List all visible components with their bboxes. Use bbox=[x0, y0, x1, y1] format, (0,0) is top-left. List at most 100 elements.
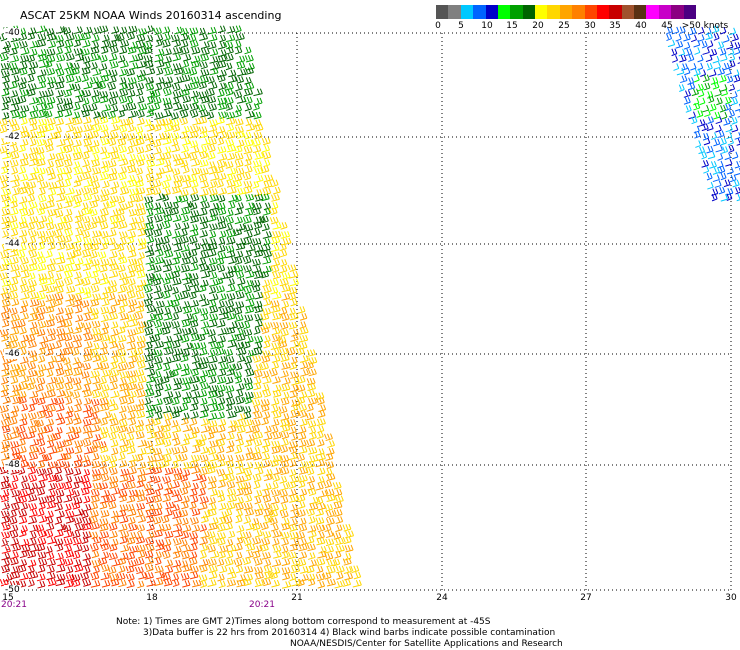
wind-barb bbox=[271, 230, 282, 239]
wind-barb bbox=[162, 544, 172, 553]
wind-barb bbox=[153, 285, 162, 294]
wind-barb bbox=[261, 223, 270, 232]
wind-barb bbox=[35, 370, 45, 378]
wind-barb bbox=[217, 55, 227, 63]
wind-barb bbox=[82, 559, 92, 567]
wind-barb bbox=[181, 377, 192, 385]
wind-barb bbox=[38, 118, 48, 127]
wind-barb bbox=[153, 502, 163, 511]
wind-barb bbox=[217, 245, 226, 253]
wind-barb bbox=[38, 236, 47, 244]
wind-barb bbox=[172, 579, 180, 588]
wind-barb bbox=[172, 425, 182, 434]
wind-barb bbox=[305, 508, 315, 517]
wind-barb bbox=[218, 580, 226, 589]
wind-barb bbox=[135, 88, 144, 97]
wind-barb bbox=[233, 91, 243, 99]
wind-barb bbox=[253, 103, 260, 111]
wind-barb bbox=[200, 201, 210, 210]
wind-barb bbox=[136, 216, 145, 224]
wind-barb bbox=[90, 572, 100, 581]
wind-barb bbox=[136, 480, 144, 489]
wind-barb bbox=[154, 179, 162, 188]
wind-barb bbox=[207, 579, 217, 587]
wind-barb bbox=[290, 510, 300, 519]
wind-barb bbox=[162, 109, 172, 118]
wind-barb bbox=[218, 237, 226, 246]
wind-barb bbox=[270, 244, 280, 253]
wind-barb bbox=[36, 25, 47, 34]
wind-barb bbox=[155, 172, 163, 181]
wind-barb bbox=[731, 124, 739, 133]
wind-barb bbox=[117, 349, 127, 358]
wind-barb bbox=[208, 188, 218, 196]
wind-barb bbox=[155, 524, 165, 532]
wind-barb bbox=[271, 305, 281, 313]
wind-barb bbox=[718, 186, 726, 195]
wind-barb bbox=[190, 333, 200, 342]
wind-barb bbox=[217, 369, 227, 377]
wind-barb bbox=[45, 222, 55, 231]
wind-barb bbox=[93, 383, 102, 392]
latitude-label: -46 bbox=[4, 349, 21, 359]
wind-barb bbox=[171, 138, 179, 147]
wind-barb bbox=[161, 277, 171, 286]
wind-barb bbox=[308, 559, 317, 568]
wind-barb bbox=[11, 75, 20, 83]
wind-barb bbox=[11, 474, 19, 483]
wind-barb bbox=[146, 305, 156, 314]
wind-barb bbox=[723, 118, 731, 126]
wind-barb bbox=[731, 97, 739, 106]
wind-barb bbox=[225, 34, 236, 43]
wind-barb bbox=[306, 361, 314, 370]
wind-barb bbox=[100, 194, 110, 202]
wind-barb bbox=[290, 298, 298, 307]
wind-barb bbox=[1, 221, 11, 230]
wind-barb bbox=[234, 502, 244, 511]
wind-barb bbox=[235, 33, 245, 41]
wind-barb bbox=[125, 285, 134, 293]
wind-barb bbox=[64, 40, 74, 49]
wind-barb bbox=[0, 118, 8, 127]
wind-barb bbox=[260, 362, 269, 371]
wind-barb bbox=[55, 68, 65, 77]
wind-barb bbox=[199, 168, 209, 176]
wind-barb bbox=[110, 221, 119, 230]
wind-barb bbox=[162, 137, 172, 146]
wind-barb bbox=[36, 292, 46, 301]
wind-barb bbox=[208, 565, 218, 573]
wind-barb bbox=[200, 47, 210, 56]
wind-barb bbox=[154, 565, 164, 574]
wind-barb bbox=[217, 446, 225, 454]
wind-barb bbox=[39, 336, 49, 344]
wind-barb bbox=[74, 228, 83, 237]
wind-barb bbox=[271, 474, 280, 482]
wind-barb bbox=[172, 214, 182, 223]
wind-barb bbox=[720, 53, 728, 62]
wind-barb bbox=[135, 158, 145, 167]
wind-barb bbox=[44, 144, 54, 153]
wind-barb bbox=[271, 355, 281, 363]
wind-barb bbox=[251, 258, 261, 267]
wind-barb bbox=[288, 446, 298, 455]
wind-barb bbox=[171, 504, 180, 512]
wind-barb bbox=[191, 167, 201, 176]
wind-barb bbox=[37, 364, 47, 372]
wind-barb bbox=[170, 207, 179, 216]
wind-barb bbox=[162, 523, 172, 532]
wind-barb bbox=[125, 565, 135, 574]
wind-barb bbox=[108, 543, 118, 552]
wind-barb bbox=[273, 551, 282, 559]
wind-barb bbox=[146, 124, 155, 132]
wind-barb bbox=[207, 412, 218, 421]
wind-barb bbox=[136, 41, 145, 49]
wind-barb bbox=[254, 529, 263, 538]
wind-barb bbox=[207, 96, 217, 104]
wind-barb bbox=[198, 361, 208, 370]
wind-barb bbox=[163, 487, 173, 496]
wind-barb bbox=[690, 62, 697, 71]
wind-barb bbox=[16, 250, 26, 259]
wind-barb bbox=[72, 244, 82, 252]
wind-barb bbox=[92, 441, 102, 449]
wind-barb bbox=[156, 67, 164, 76]
